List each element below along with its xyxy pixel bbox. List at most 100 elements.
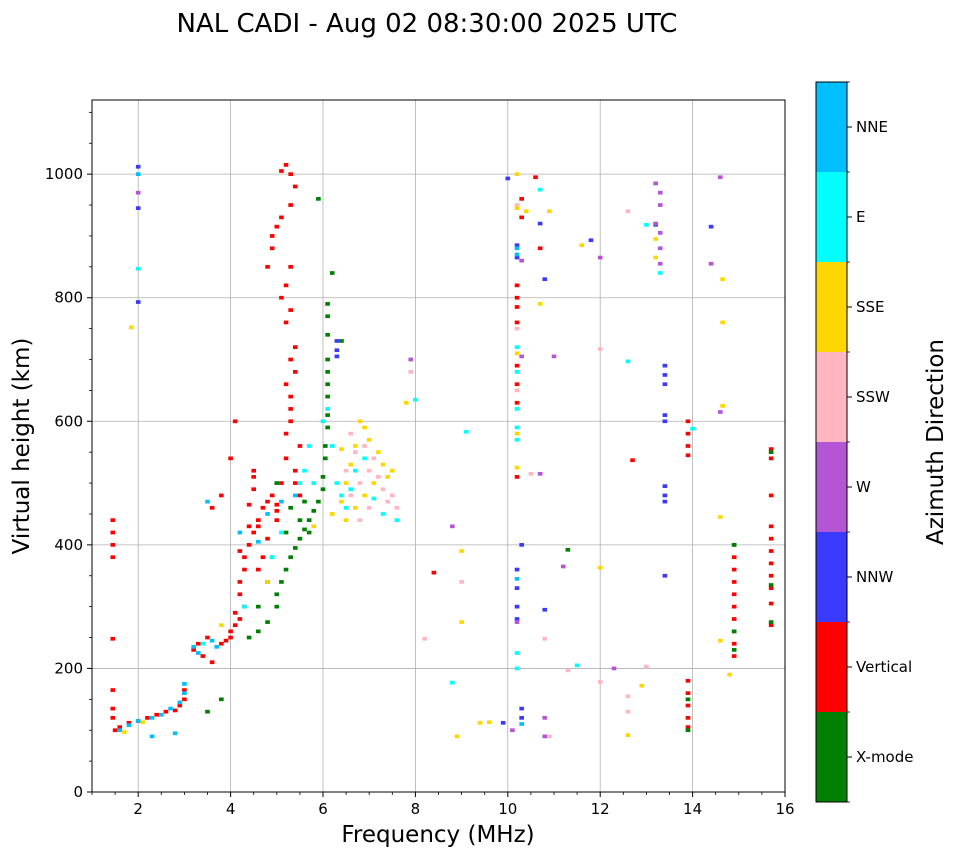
data-point xyxy=(122,730,127,734)
data-point xyxy=(579,243,585,248)
data-point xyxy=(371,496,377,501)
data-point xyxy=(274,604,280,609)
data-point xyxy=(274,509,280,513)
x-tick-label: 14 xyxy=(683,800,702,818)
data-point xyxy=(265,536,270,541)
data-point xyxy=(288,308,293,312)
data-point xyxy=(685,453,691,458)
data-point xyxy=(256,604,261,609)
data-point xyxy=(731,654,737,658)
colorbar-tick-label: W xyxy=(856,478,871,496)
data-point xyxy=(371,481,377,485)
colorbar-segment xyxy=(816,352,847,442)
data-point xyxy=(209,660,215,665)
data-point xyxy=(380,512,386,516)
data-point xyxy=(232,610,238,615)
data-point xyxy=(288,203,293,207)
data-point xyxy=(168,706,173,711)
data-point xyxy=(644,222,649,227)
data-point xyxy=(177,703,183,708)
data-point xyxy=(731,604,737,609)
x-tick-label: 4 xyxy=(226,800,236,818)
colorbar-tick-label: E xyxy=(856,208,865,226)
data-point xyxy=(135,719,141,723)
data-point xyxy=(662,382,668,387)
y-axis-ticks: 0 200 400 600 800 1000 xyxy=(45,111,92,801)
data-point xyxy=(768,583,774,587)
data-point xyxy=(560,564,566,569)
data-point xyxy=(348,493,354,498)
data-point xyxy=(256,567,261,572)
data-point xyxy=(537,471,543,476)
data-point xyxy=(325,370,330,374)
data-point xyxy=(117,725,123,729)
data-point xyxy=(662,373,668,377)
data-point xyxy=(325,314,330,319)
data-point xyxy=(625,359,631,364)
data-point xyxy=(385,499,390,504)
x-tick-label: 12 xyxy=(591,800,610,818)
data-point xyxy=(362,425,367,430)
colorbar-segment xyxy=(816,82,847,172)
data-point xyxy=(219,493,224,498)
data-point xyxy=(768,456,774,461)
data-point xyxy=(657,190,663,195)
data-point xyxy=(514,252,520,257)
data-point xyxy=(662,419,668,424)
data-point xyxy=(657,261,663,266)
data-point xyxy=(311,509,317,513)
data-point xyxy=(135,190,141,195)
colorbar-label: Azimuth Direction xyxy=(923,339,949,545)
data-point xyxy=(597,680,603,684)
data-point xyxy=(279,580,284,584)
data-point xyxy=(514,604,520,609)
data-point xyxy=(662,499,668,504)
data-point xyxy=(657,271,663,275)
data-point xyxy=(140,720,146,725)
data-point xyxy=(256,539,261,544)
data-point xyxy=(256,518,261,522)
data-point xyxy=(172,731,178,736)
data-point xyxy=(718,175,723,180)
data-point xyxy=(630,458,635,463)
data-point xyxy=(597,255,603,260)
series-nne xyxy=(117,172,524,739)
data-point xyxy=(523,209,529,214)
data-point xyxy=(302,468,307,473)
data-point xyxy=(690,426,695,431)
data-point xyxy=(128,325,134,330)
data-point xyxy=(727,672,732,677)
data-point xyxy=(219,623,224,628)
data-point xyxy=(519,258,524,263)
data-point xyxy=(325,413,330,417)
y-tick-label: 800 xyxy=(54,289,83,307)
data-point xyxy=(316,197,321,201)
data-point xyxy=(297,481,303,485)
data-point xyxy=(219,641,224,646)
data-point xyxy=(237,580,243,584)
data-point xyxy=(325,382,330,387)
data-point xyxy=(731,543,737,547)
x-tick-label: 16 xyxy=(775,800,794,818)
data-point xyxy=(306,530,312,535)
data-point xyxy=(246,502,252,507)
data-point xyxy=(768,549,774,553)
data-point xyxy=(362,444,367,448)
data-point xyxy=(422,636,427,641)
data-point xyxy=(542,607,548,612)
data-point xyxy=(232,419,238,424)
series-nnw xyxy=(135,164,714,725)
data-point xyxy=(547,209,552,214)
data-point xyxy=(135,172,141,176)
data-point xyxy=(329,271,335,275)
data-point xyxy=(112,728,118,733)
data-point xyxy=(394,505,400,510)
data-point xyxy=(542,716,548,720)
data-point xyxy=(279,169,284,173)
data-point xyxy=(325,332,330,337)
colorbar: X-mode Vertical NNW W SSW SSE E NNE xyxy=(815,81,913,803)
data-point xyxy=(454,734,460,739)
data-point xyxy=(237,617,243,621)
data-point xyxy=(149,716,155,720)
colorbar-frame xyxy=(815,81,848,803)
